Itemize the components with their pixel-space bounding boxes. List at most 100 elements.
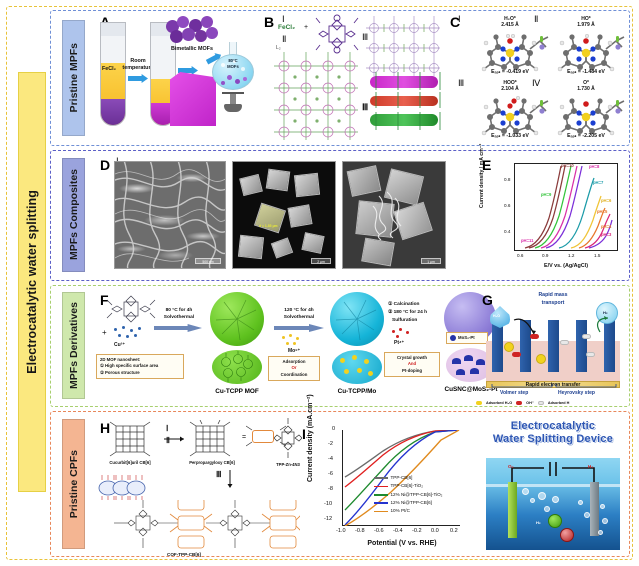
panel-f-step2-line1: 120 °C for 4h <box>284 308 314 313</box>
panel-e-lsv-chart: Current density / mA cm⁻² pH=10 pH=9 <box>479 144 628 277</box>
panel-c-dft-structures: Ⅰ H₂O* 2.415 Å <box>448 14 628 142</box>
row-chip-mpfs-derivatives: MPFs Derivatives <box>62 292 85 399</box>
dft-3-species: HOO* <box>503 80 517 86</box>
panel-i-ytick-5: -10 <box>324 501 333 507</box>
device-circuit <box>511 462 595 492</box>
layer-ribbon-green <box>370 114 438 126</box>
pt-ion-cloud <box>392 328 418 340</box>
dft-2-numeral: Ⅱ <box>534 14 539 24</box>
dft-1-distance: 2.415 Å <box>501 22 519 28</box>
panel-g-step-right: Heyrovsky step <box>558 390 595 396</box>
panel-i-ytick-4: -8 <box>328 486 333 492</box>
panel-i-xtick-0: -1.0 <box>336 528 346 534</box>
arrow-1-label: Room temperature <box>122 58 154 71</box>
panel-f-step3-line1: ① Calcination <box>388 302 420 307</box>
hydroxide-icon <box>516 400 523 405</box>
panel-e-series-label-ph4: pH=4 <box>601 224 612 229</box>
panel-g-adsorbed-h2o-1 <box>504 342 514 352</box>
tube-1-precipitate <box>101 99 125 125</box>
legend-item: 12% Ni@TPP-CB[6]-TiO₂ <box>374 491 442 499</box>
mof-sphere-texture <box>215 299 257 341</box>
legend-swatch-icon <box>374 485 388 488</box>
legend-swatch-icon <box>374 502 388 505</box>
row-pristine-mpfs <box>50 10 630 146</box>
legend-label-4: 10% Pt/C <box>390 508 410 514</box>
panel-e-series-label-ph5: pH=5 <box>597 209 608 214</box>
panel-g-legend-3: Adsorbed H <box>547 400 570 405</box>
panel-h-numeral-2: Ⅱ <box>166 436 170 445</box>
panel-e-plot-area: pH=10 pH=9 pH=8 pH=7 pH=6 pH=5 pH=4 pH=3… <box>514 163 618 251</box>
panel-e-curves <box>524 165 613 249</box>
row-chip-label: Pristine CPFs <box>67 449 80 519</box>
legend-swatch-icon <box>374 477 388 479</box>
panel-g-adsorbed-h-1 <box>560 340 569 345</box>
arrow-room-temperature <box>128 74 148 83</box>
panel-f-cu-cation: Cu²⁺ <box>114 342 125 348</box>
panel-f-step3-line3: Sulfuration <box>392 318 418 323</box>
dft-structure-1: Ⅰ H₂O* 2.415 Å <box>458 14 552 75</box>
panel-g-step-left: Volmer step <box>500 390 529 396</box>
panel-g-base-label: Rapid electron transfer <box>525 381 581 388</box>
sem-image-cubes: d = 1.85 μm 2 μm <box>232 161 336 269</box>
legend-item: TPP-CB[6]-TiO₂ <box>374 482 442 490</box>
panel-f-right-line1: Crystal growth <box>396 355 428 360</box>
panel-i-ytick-2: -4 <box>328 456 333 462</box>
panel-g-electron-transfer-bar <box>486 381 620 388</box>
panel-f-note-line2: ① High specific surface area <box>100 363 159 369</box>
panel-g-oh-species-1 <box>530 334 539 339</box>
composite-fibers-overlay <box>372 191 402 241</box>
legend-item: 10% Pt/C <box>374 507 442 515</box>
device-cathode-label: H₂ <box>588 464 594 469</box>
water-surface-line <box>486 484 620 487</box>
panel-letter-d: D <box>100 157 111 173</box>
device-working-electrode <box>508 482 517 538</box>
bimetallic-mofs-cluster <box>164 16 220 46</box>
panel-i-xtick-2: -0.6 <box>374 528 384 534</box>
cb6-arms-1 <box>246 425 286 447</box>
dft-3-numeral: Ⅲ <box>458 78 465 88</box>
panel-letter-c: C <box>450 14 461 30</box>
cu-tcpp-mof-sphere <box>210 292 264 346</box>
sem-2-scalebar: 2 μm <box>311 258 331 264</box>
tcpp-precursor-icon <box>106 295 156 323</box>
panel-e-ytick-2: 0.4 <box>504 229 511 234</box>
panel-i-ylabel: Current density (mA.cm⁻²) <box>307 394 314 482</box>
panel-i-ytick-1: -2 <box>328 441 333 447</box>
panel-e-series-label-ph11: pH=11 <box>521 238 534 243</box>
panel-i-ytick-3: -6 <box>328 471 333 477</box>
panel-i-xtick-1: -0.8 <box>355 528 365 534</box>
sem-2-inset-label: d = 1.85 μm <box>259 224 278 228</box>
panel-i-polarization-chart: Current density (mA.cm⁻²) 0 -2 -4 -6 -8 … <box>300 394 472 556</box>
panel-g-plate-4 <box>576 320 587 372</box>
panel-i-xlabel: Potential (V vs. RHE) <box>367 540 437 547</box>
panel-a-synthesis-scheme: FeCl₂ Room temperature Bimetallic MOFs <box>92 14 260 142</box>
panel-f-mo-cation: Mo⁶⁺ <box>288 348 301 354</box>
panel-f-mid-line1: Adsorption <box>282 359 306 364</box>
panel-i-xtick-3: -0.4 <box>393 528 403 534</box>
burner <box>222 92 244 116</box>
panel-f-legend-chip: MoS₂-Pt <box>446 332 488 345</box>
porphyrin-ligand-icon <box>315 14 359 54</box>
panel-f-caption-3: CuSNC@MoS₂-Pt <box>444 386 498 393</box>
cu-tcpp-mo-sphere <box>330 292 384 346</box>
mof-disc-pores <box>221 351 253 382</box>
panel-e-xtick-1: 0.9 <box>542 253 549 258</box>
panel-g-plate-3 <box>548 320 559 372</box>
panel-g-water-drop: H₂O <box>490 306 510 328</box>
legend-item: TPP-CB[6] <box>374 474 442 482</box>
reaction-flask: 80°C MOFs <box>210 42 256 90</box>
panel-e-ytick-0: 0.8 <box>504 177 511 182</box>
panel-e-xtick-2: 1.2 <box>568 253 575 258</box>
outer-frame <box>6 6 633 560</box>
panel-i-plot-area <box>342 430 460 526</box>
device-title-line2: Water Splitting Device <box>492 432 614 445</box>
panel-i-ytick-0: 0 <box>332 426 336 432</box>
dft-3-distance: 2.104 Å <box>501 86 519 92</box>
cu-tcpp-mo-disc <box>332 350 382 384</box>
sem-3-scalebar: 1 μm <box>421 258 441 264</box>
row-chip-label: MPFs Composites <box>67 169 80 261</box>
panel-letter-f: F <box>100 292 109 308</box>
dft-1-numeral: Ⅰ <box>458 14 461 24</box>
panel-e-ylabel: Current density / mA cm⁻² <box>479 143 485 208</box>
